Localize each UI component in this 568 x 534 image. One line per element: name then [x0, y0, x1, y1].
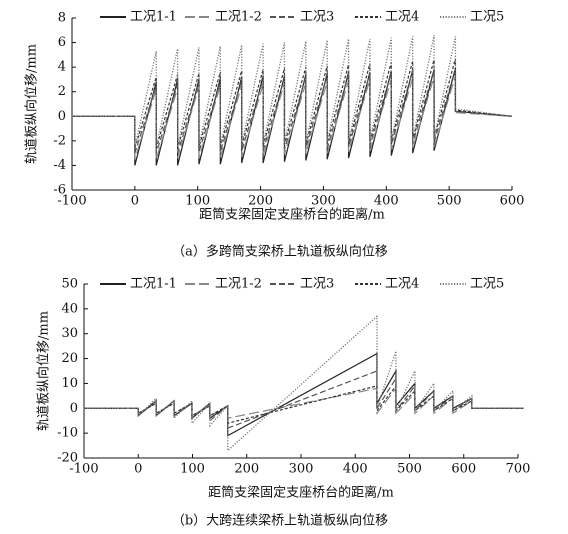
legend-label: 工况4: [385, 277, 419, 292]
y-tick-label: 40: [61, 301, 78, 316]
x-tick-label: 500: [437, 194, 462, 209]
y-tick-label: 30: [61, 326, 78, 341]
y-tick-label: 0: [58, 109, 66, 124]
x-tick-label: 400: [374, 194, 399, 209]
y-tick-label: 8: [58, 11, 66, 26]
x-tick-label: 100: [185, 194, 210, 209]
caption: （a）多跨筒支梁桥上轨道板纵向位移: [172, 244, 388, 260]
series-line: [84, 370, 524, 430]
series-line: [84, 314, 524, 452]
x-tick-label: 600: [451, 462, 476, 477]
x-tick-label: 600: [500, 194, 525, 209]
x-tick-label: -100: [57, 194, 86, 209]
legend-label: 工况4: [385, 10, 419, 25]
x-tick-label: 100: [180, 462, 205, 477]
x-tick-label: 500: [397, 462, 422, 477]
x-tick-label: 300: [289, 462, 314, 477]
y-tick-label: -20: [57, 451, 78, 466]
legend-label: 工况3: [300, 277, 334, 292]
x-tick-label: 700: [506, 462, 531, 477]
series-line: [72, 35, 513, 148]
y-tick-label: 0: [70, 401, 78, 416]
y-tick-label: -2: [53, 133, 66, 148]
x-tick-label: 0: [134, 462, 142, 477]
series-line: [72, 75, 513, 160]
series-line: [72, 58, 513, 149]
y-tick-label: 20: [61, 351, 78, 366]
y-tick-label: -6: [53, 183, 66, 198]
x-tick-label: 200: [248, 194, 273, 209]
y-tick-label: 10: [61, 376, 78, 391]
x-axis-title: 距筒支梁固定支座桥台的距离/m: [208, 485, 394, 501]
y-tick-label: -4: [53, 158, 66, 173]
legend-label: 工况3: [300, 10, 334, 25]
x-tick-label: -100: [69, 462, 98, 477]
legend-label: 工况1-2: [215, 10, 262, 25]
x-axis-title: 距筒支梁固定支座桥台的距离/m: [199, 207, 385, 223]
series-line: [84, 352, 524, 437]
x-tick-label: 300: [311, 194, 336, 209]
series-line: [72, 68, 513, 154]
y-tick-label: 4: [58, 60, 66, 75]
legend-label: 工况5: [470, 277, 504, 292]
y-tick-label: 6: [58, 35, 66, 50]
caption: （b）大跨连续梁桥上轨道板纵向位移: [172, 513, 388, 529]
series-line: [84, 386, 524, 419]
x-tick-label: 200: [234, 462, 259, 477]
y-tick-label: 2: [58, 84, 66, 99]
y-tick-label: -10: [57, 426, 78, 441]
legend-label: 工况1-2: [215, 277, 262, 292]
x-tick-label: 400: [343, 462, 368, 477]
legend-label: 工况5: [470, 10, 504, 25]
legend-label: 工况1-1: [130, 10, 177, 25]
y-tick-label: 50: [61, 277, 78, 292]
x-tick-label: 0: [131, 194, 139, 209]
legend-label: 工况1-1: [130, 277, 177, 292]
y-axis-title: 轨道板纵向位移/mm: [36, 311, 52, 431]
y-axis-title: 轨道板纵向位移/mm: [24, 44, 40, 164]
series-line: [84, 384, 524, 424]
